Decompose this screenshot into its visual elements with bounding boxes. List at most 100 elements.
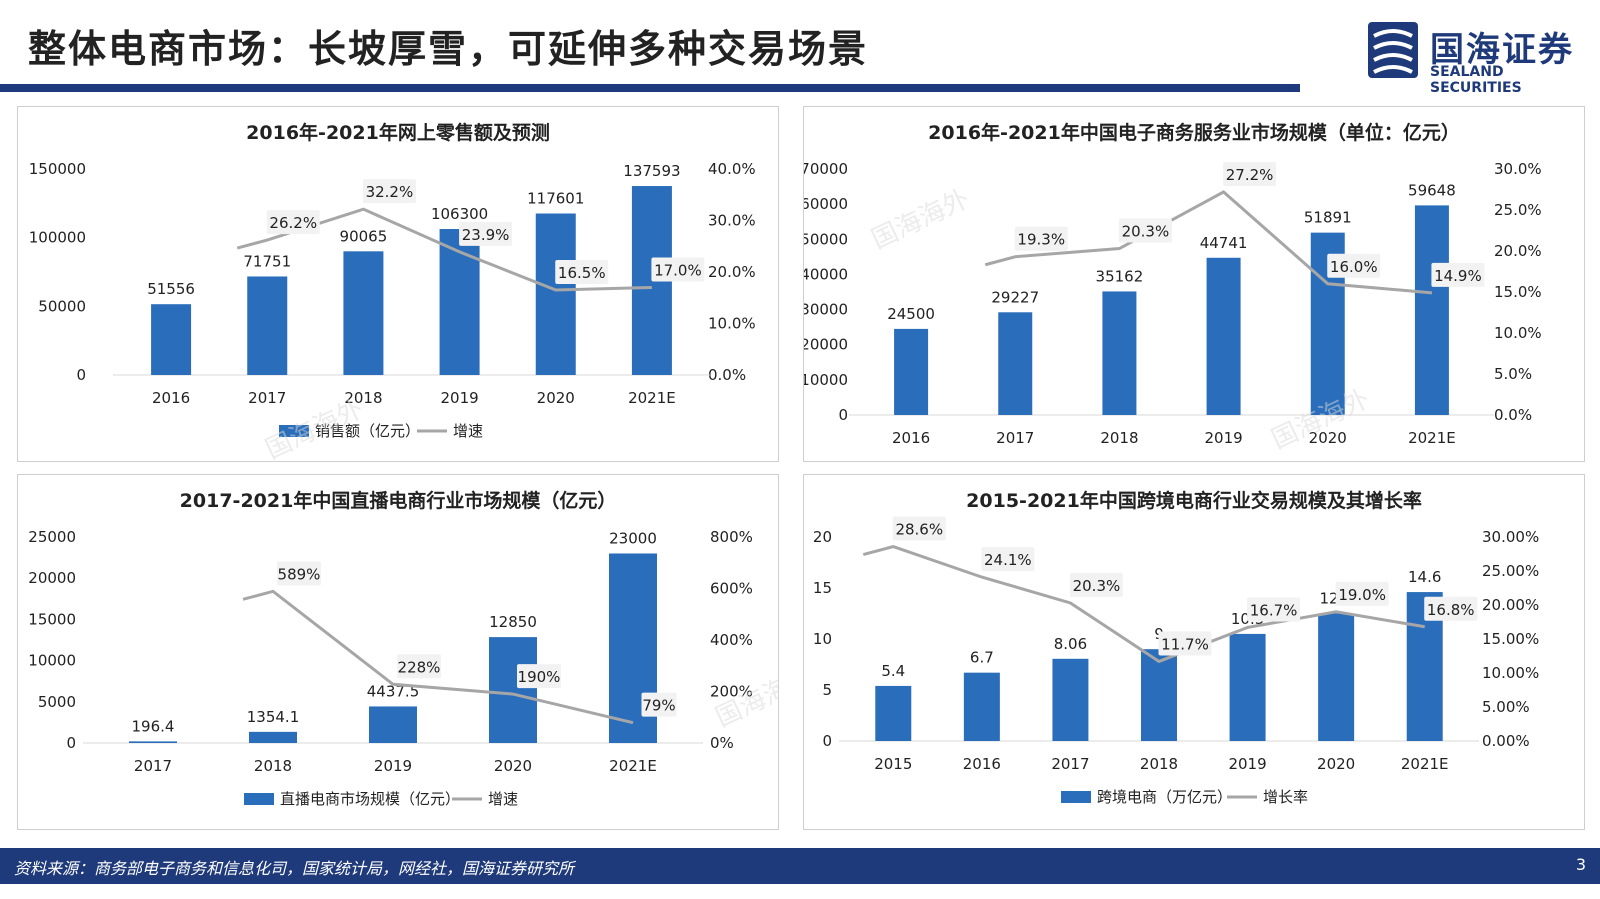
growth-value-label: 24.1%	[984, 551, 1032, 569]
legend-bar-swatch	[1061, 791, 1091, 803]
x-tick-label: 2019	[1228, 755, 1266, 773]
growth-label-bg	[1014, 226, 1068, 251]
bar-value-label: 12850	[489, 613, 537, 631]
growth-label-bg	[1118, 218, 1172, 243]
x-tick-label: 2016	[152, 389, 190, 407]
bar-value-label: 51556	[147, 280, 195, 298]
growth-label-bg	[266, 210, 320, 235]
y-right-tick-label: 10.00%	[1482, 664, 1539, 682]
bar-value-label: 29227	[991, 288, 1039, 306]
y-left-tick-label: 50000	[38, 297, 86, 315]
y-left-tick-label: 40000	[804, 265, 848, 283]
y-right-tick-label: 0.0%	[1494, 406, 1532, 424]
bar	[343, 251, 384, 375]
bar-value-label: 90065	[340, 227, 388, 245]
bar-value-label: 1354.1	[247, 708, 300, 726]
bar-value-label: 6.7	[970, 649, 994, 667]
chart-panel-cross-border: 2015-2021年中国跨境电商行业交易规模及其增长率 0 5 10 15 20 0.00%…	[803, 474, 1585, 830]
growth-label-bg	[397, 654, 441, 679]
bar	[249, 731, 297, 743]
legend-line-label: 增速	[488, 790, 518, 808]
footer-source: 资料来源：商务部电子商务和信息化司，国家统计局，网经社，国海证券研究所	[14, 859, 575, 878]
y-right-tick-label: 10.0%	[708, 315, 756, 333]
y-left-tick-label: 0	[76, 366, 86, 384]
y-right-tick-label: 0%	[710, 734, 734, 752]
y-right-tick-label: 800%	[710, 528, 753, 546]
bar	[1206, 257, 1241, 415]
growth-label-bg	[1327, 253, 1381, 278]
x-tick-label: 2021E	[1401, 755, 1449, 773]
x-tick-label: 2017	[134, 757, 172, 775]
bar-value-label: 35162	[1096, 267, 1144, 285]
bar	[963, 672, 1000, 741]
growth-value-label: 26.2%	[269, 214, 317, 232]
legend-line-label: 增长率	[1263, 788, 1308, 806]
growth-value-label: 14.9%	[1434, 267, 1482, 285]
title-underline	[0, 84, 1300, 92]
growth-value-label: 589%	[278, 565, 321, 583]
chart-cross-border: 2015-2021年中国跨境电商行业交易规模及其增长率 0 5 10 15 20 0.00%…	[813, 489, 1539, 806]
logo-mark-icon	[1368, 22, 1418, 78]
growth-value-label: 16.0%	[1330, 258, 1378, 276]
y-left-tick-label: 5000	[38, 693, 76, 711]
bar	[1052, 658, 1089, 741]
growth-value-label: 17.0%	[654, 261, 702, 279]
page-number: 3	[1575, 855, 1586, 874]
bar	[489, 637, 537, 743]
growth-line	[242, 589, 634, 725]
chart-live-streaming: 2017-2021年中国直播电商行业市场规模（亿元） 0 5000 10000 1500…	[28, 489, 778, 808]
x-tick-label: 2018	[344, 389, 382, 407]
y-left-tick-label: 10	[813, 630, 832, 648]
growth-value-label: 16.8%	[1427, 601, 1475, 619]
bar	[1318, 613, 1355, 741]
bar	[151, 304, 192, 375]
y-left-tick-label: 10000	[28, 652, 76, 670]
logo-text-en: SEALAND SECURITIES	[1430, 64, 1522, 96]
bar-value-label: 24500	[887, 305, 935, 323]
growth-label-bg	[1335, 581, 1389, 606]
y-right-tick-label: 30.00%	[1482, 528, 1539, 546]
x-tick-label: 2018	[254, 757, 292, 775]
bar-value-label: 106300	[431, 205, 488, 223]
bar	[875, 685, 912, 741]
growth-label-bg	[277, 561, 321, 586]
legend-bar-label: 直播电商市场规模（亿元）	[280, 790, 460, 808]
y-right-tick-label: 0.0%	[708, 366, 746, 384]
y-right-tick-label: 25.0%	[1494, 201, 1542, 219]
x-tick-label: 2020	[1317, 755, 1355, 773]
growth-value-label: 79%	[642, 697, 675, 715]
x-tick-label: 2018	[1140, 755, 1178, 773]
growth-label-bg	[517, 664, 561, 689]
growth-label-bg	[1069, 572, 1123, 597]
y-left-tick-label: 0	[66, 734, 76, 752]
chart-online-retail: 2016年-2021年网上零售额及预测 0 50000 100000 150000 0.0…	[29, 121, 756, 461]
chart-title: 2016年-2021年中国电子商务服务业市场规模（单位：亿元）	[928, 121, 1460, 144]
y-left-tick-label: 0	[822, 732, 832, 750]
y-right-tick-label: 10.0%	[1494, 324, 1542, 342]
y-left-tick-label: 0	[838, 406, 848, 424]
bar-value-label: 23000	[609, 529, 657, 547]
growth-value-label: 20.3%	[1122, 223, 1170, 241]
chart-title: 2015-2021年中国跨境电商行业交易规模及其增长率	[966, 489, 1422, 512]
y-right-tick-label: 5.0%	[1494, 365, 1532, 383]
growth-label-bg	[641, 692, 677, 717]
legend-bar-swatch	[244, 793, 274, 805]
growth-label-bg	[555, 260, 609, 285]
watermark-text: 国海海外	[867, 184, 974, 255]
x-tick-label: 2020	[494, 757, 532, 775]
x-tick-label: 2021E	[628, 389, 676, 407]
y-right-tick-label: 400%	[710, 631, 753, 649]
x-tick-label: 2020	[537, 389, 575, 407]
growth-value-label: 19.0%	[1338, 586, 1386, 604]
bar-value-label: 59648	[1408, 181, 1456, 199]
y-right-tick-label: 25.00%	[1482, 562, 1539, 580]
bar-value-label: 71751	[243, 252, 291, 270]
growth-value-label: 28.6%	[895, 521, 943, 539]
bar	[1414, 205, 1449, 415]
bar	[369, 706, 417, 743]
x-tick-label: 2015	[874, 755, 912, 773]
growth-label-bg	[362, 179, 416, 204]
bar-value-label: 5.4	[881, 662, 905, 680]
growth-line	[236, 207, 652, 292]
x-tick-label: 2021E	[609, 757, 657, 775]
